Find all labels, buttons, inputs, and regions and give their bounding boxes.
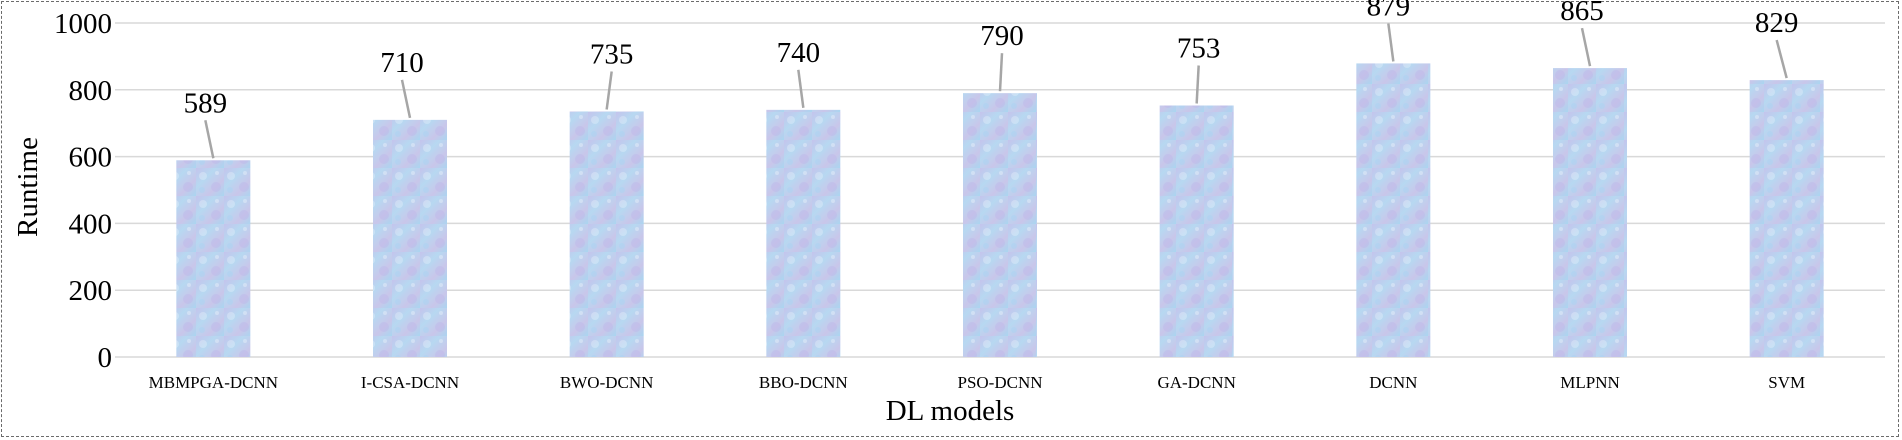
- y-axis-title: Runtime: [12, 137, 44, 237]
- y-tick-label: 200: [69, 275, 113, 307]
- x-tick-label: MLPNN: [1560, 373, 1620, 392]
- data-labels: 589 710 735 740 790 753 879 865 829: [184, 0, 1799, 119]
- leader-line: [1387, 23, 1395, 62]
- leader-line: [1580, 27, 1592, 67]
- x-tick-labels: MBMPGA-DCNN I-CSA-DCNN BWO-DCNN BBO-DCNN PSO…: [149, 373, 1805, 392]
- x-tick-label: DCNN: [1369, 373, 1417, 392]
- y-tick-label: 800: [69, 75, 113, 107]
- leader-line: [998, 53, 1004, 92]
- leader-line: [1775, 39, 1788, 79]
- data-label: 589: [184, 87, 228, 119]
- bar: [1749, 80, 1824, 357]
- data-label: 753: [1177, 32, 1221, 64]
- y-tick-label: 0: [98, 342, 113, 374]
- y-tick-label: 600: [69, 142, 113, 174]
- leader-line: [1195, 65, 1200, 104]
- bar: [1356, 63, 1431, 357]
- y-tick-label: 1000: [54, 8, 112, 40]
- bar: [1553, 68, 1627, 357]
- data-label: 735: [590, 39, 634, 71]
- bars: [176, 63, 1824, 357]
- x-tick-label: SVM: [1768, 373, 1805, 392]
- x-tick-label: PSO-DCNN: [957, 373, 1042, 392]
- bar: [766, 109, 841, 357]
- data-label: 710: [380, 47, 424, 79]
- data-label: 879: [1367, 0, 1411, 22]
- data-label: 865: [1560, 0, 1604, 27]
- leader-line: [797, 69, 805, 109]
- y-tick-label: 400: [69, 208, 113, 240]
- bar: [373, 119, 447, 357]
- data-label: 790: [980, 20, 1024, 52]
- leader-lines: [204, 23, 1788, 159]
- x-tick-label: BWO-DCNN: [560, 373, 654, 392]
- x-tick-label: I-CSA-DCNN: [361, 373, 459, 392]
- bar: [569, 111, 644, 357]
- leader-line: [605, 71, 613, 110]
- bar: [176, 160, 251, 357]
- x-tick-label: BBO-DCNN: [759, 373, 848, 392]
- x-axis-title: DL models: [886, 395, 1015, 427]
- y-tick-labels: 0 200 400 600 800 1000: [54, 8, 112, 374]
- data-label: 740: [777, 37, 821, 69]
- bar: [963, 93, 1037, 357]
- bar: [1159, 105, 1234, 357]
- leader-line: [400, 79, 412, 119]
- x-tick-label: MBMPGA-DCNN: [149, 373, 278, 392]
- data-label: 829: [1755, 7, 1799, 39]
- leader-line: [204, 120, 215, 159]
- x-tick-label: GA-DCNN: [1157, 373, 1235, 392]
